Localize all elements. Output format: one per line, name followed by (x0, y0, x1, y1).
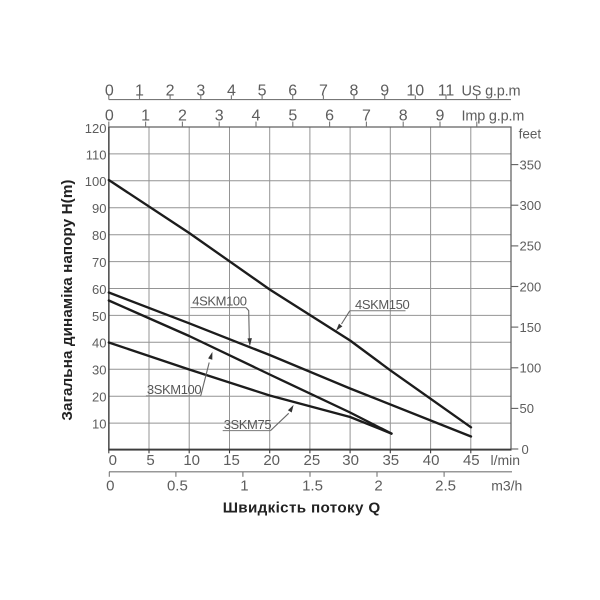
svg-text:30: 30 (342, 452, 359, 469)
svg-text:60: 60 (92, 282, 106, 297)
svg-text:7: 7 (319, 83, 328, 100)
svg-text:2.5: 2.5 (435, 478, 456, 495)
svg-text:3SKM100: 3SKM100 (147, 382, 201, 397)
svg-text:350: 350 (520, 157, 542, 172)
svg-text:45: 45 (463, 452, 480, 469)
svg-text:90: 90 (92, 201, 106, 216)
svg-text:200: 200 (520, 279, 542, 294)
svg-text:5: 5 (258, 83, 267, 100)
svg-text:9: 9 (380, 83, 389, 100)
svg-text:7: 7 (362, 107, 371, 124)
svg-text:6: 6 (325, 107, 334, 124)
svg-text:150: 150 (520, 320, 542, 335)
svg-text:0: 0 (105, 83, 114, 100)
svg-text:100: 100 (520, 361, 542, 376)
svg-text:1: 1 (141, 107, 150, 124)
svg-text:m3/h: m3/h (491, 478, 522, 494)
svg-text:1.5: 1.5 (302, 478, 323, 495)
svg-text:100: 100 (85, 174, 107, 189)
svg-text:Загальна динаміка напору H(m): Загальна динаміка напору H(m) (59, 179, 76, 420)
svg-text:0: 0 (105, 107, 114, 124)
svg-text:1: 1 (135, 83, 144, 100)
svg-text:9: 9 (436, 107, 445, 124)
svg-text:70: 70 (92, 255, 106, 270)
svg-text:5: 5 (288, 107, 297, 124)
svg-text:50: 50 (520, 401, 534, 416)
svg-text:4SKM150: 4SKM150 (355, 297, 409, 312)
svg-text:25: 25 (304, 452, 321, 469)
svg-text:50: 50 (92, 309, 106, 324)
svg-text:3SKM75: 3SKM75 (224, 417, 272, 432)
svg-text:40: 40 (92, 336, 106, 351)
svg-text:Швидкість потоку Q: Швидкість потоку Q (223, 500, 381, 517)
svg-text:0: 0 (106, 478, 114, 495)
svg-text:6: 6 (288, 83, 297, 100)
svg-text:2: 2 (178, 107, 187, 124)
svg-text:US g.p.m: US g.p.m (462, 84, 521, 100)
svg-text:4: 4 (252, 107, 261, 124)
svg-text:Imp g.p.m: Imp g.p.m (462, 108, 525, 124)
svg-text:0: 0 (109, 452, 117, 469)
svg-text:feet: feet (519, 126, 542, 141)
svg-text:120: 120 (85, 121, 107, 136)
svg-text:8: 8 (399, 107, 408, 124)
svg-text:10: 10 (92, 417, 106, 432)
svg-text:80: 80 (92, 228, 106, 243)
svg-text:3: 3 (215, 107, 224, 124)
svg-text:3: 3 (196, 83, 205, 100)
svg-text:l/min: l/min (491, 452, 521, 468)
svg-text:2: 2 (166, 83, 175, 100)
svg-text:40: 40 (423, 452, 440, 469)
svg-text:250: 250 (520, 239, 542, 254)
svg-text:30: 30 (92, 363, 106, 378)
svg-text:1: 1 (240, 478, 248, 495)
svg-text:8: 8 (350, 83, 359, 100)
svg-text:0.5: 0.5 (167, 478, 188, 495)
svg-text:2: 2 (374, 478, 382, 495)
svg-text:15: 15 (223, 452, 240, 469)
svg-text:20: 20 (263, 452, 280, 469)
svg-text:5: 5 (146, 452, 154, 469)
svg-text:11: 11 (438, 83, 455, 100)
svg-text:35: 35 (382, 452, 399, 469)
svg-text:10: 10 (183, 452, 200, 469)
svg-text:0: 0 (522, 442, 529, 457)
svg-text:4SKM100: 4SKM100 (192, 293, 246, 308)
svg-text:110: 110 (86, 147, 107, 162)
svg-text:4: 4 (227, 83, 236, 100)
svg-text:10: 10 (406, 83, 424, 100)
svg-text:300: 300 (520, 198, 542, 213)
svg-text:20: 20 (92, 390, 106, 405)
